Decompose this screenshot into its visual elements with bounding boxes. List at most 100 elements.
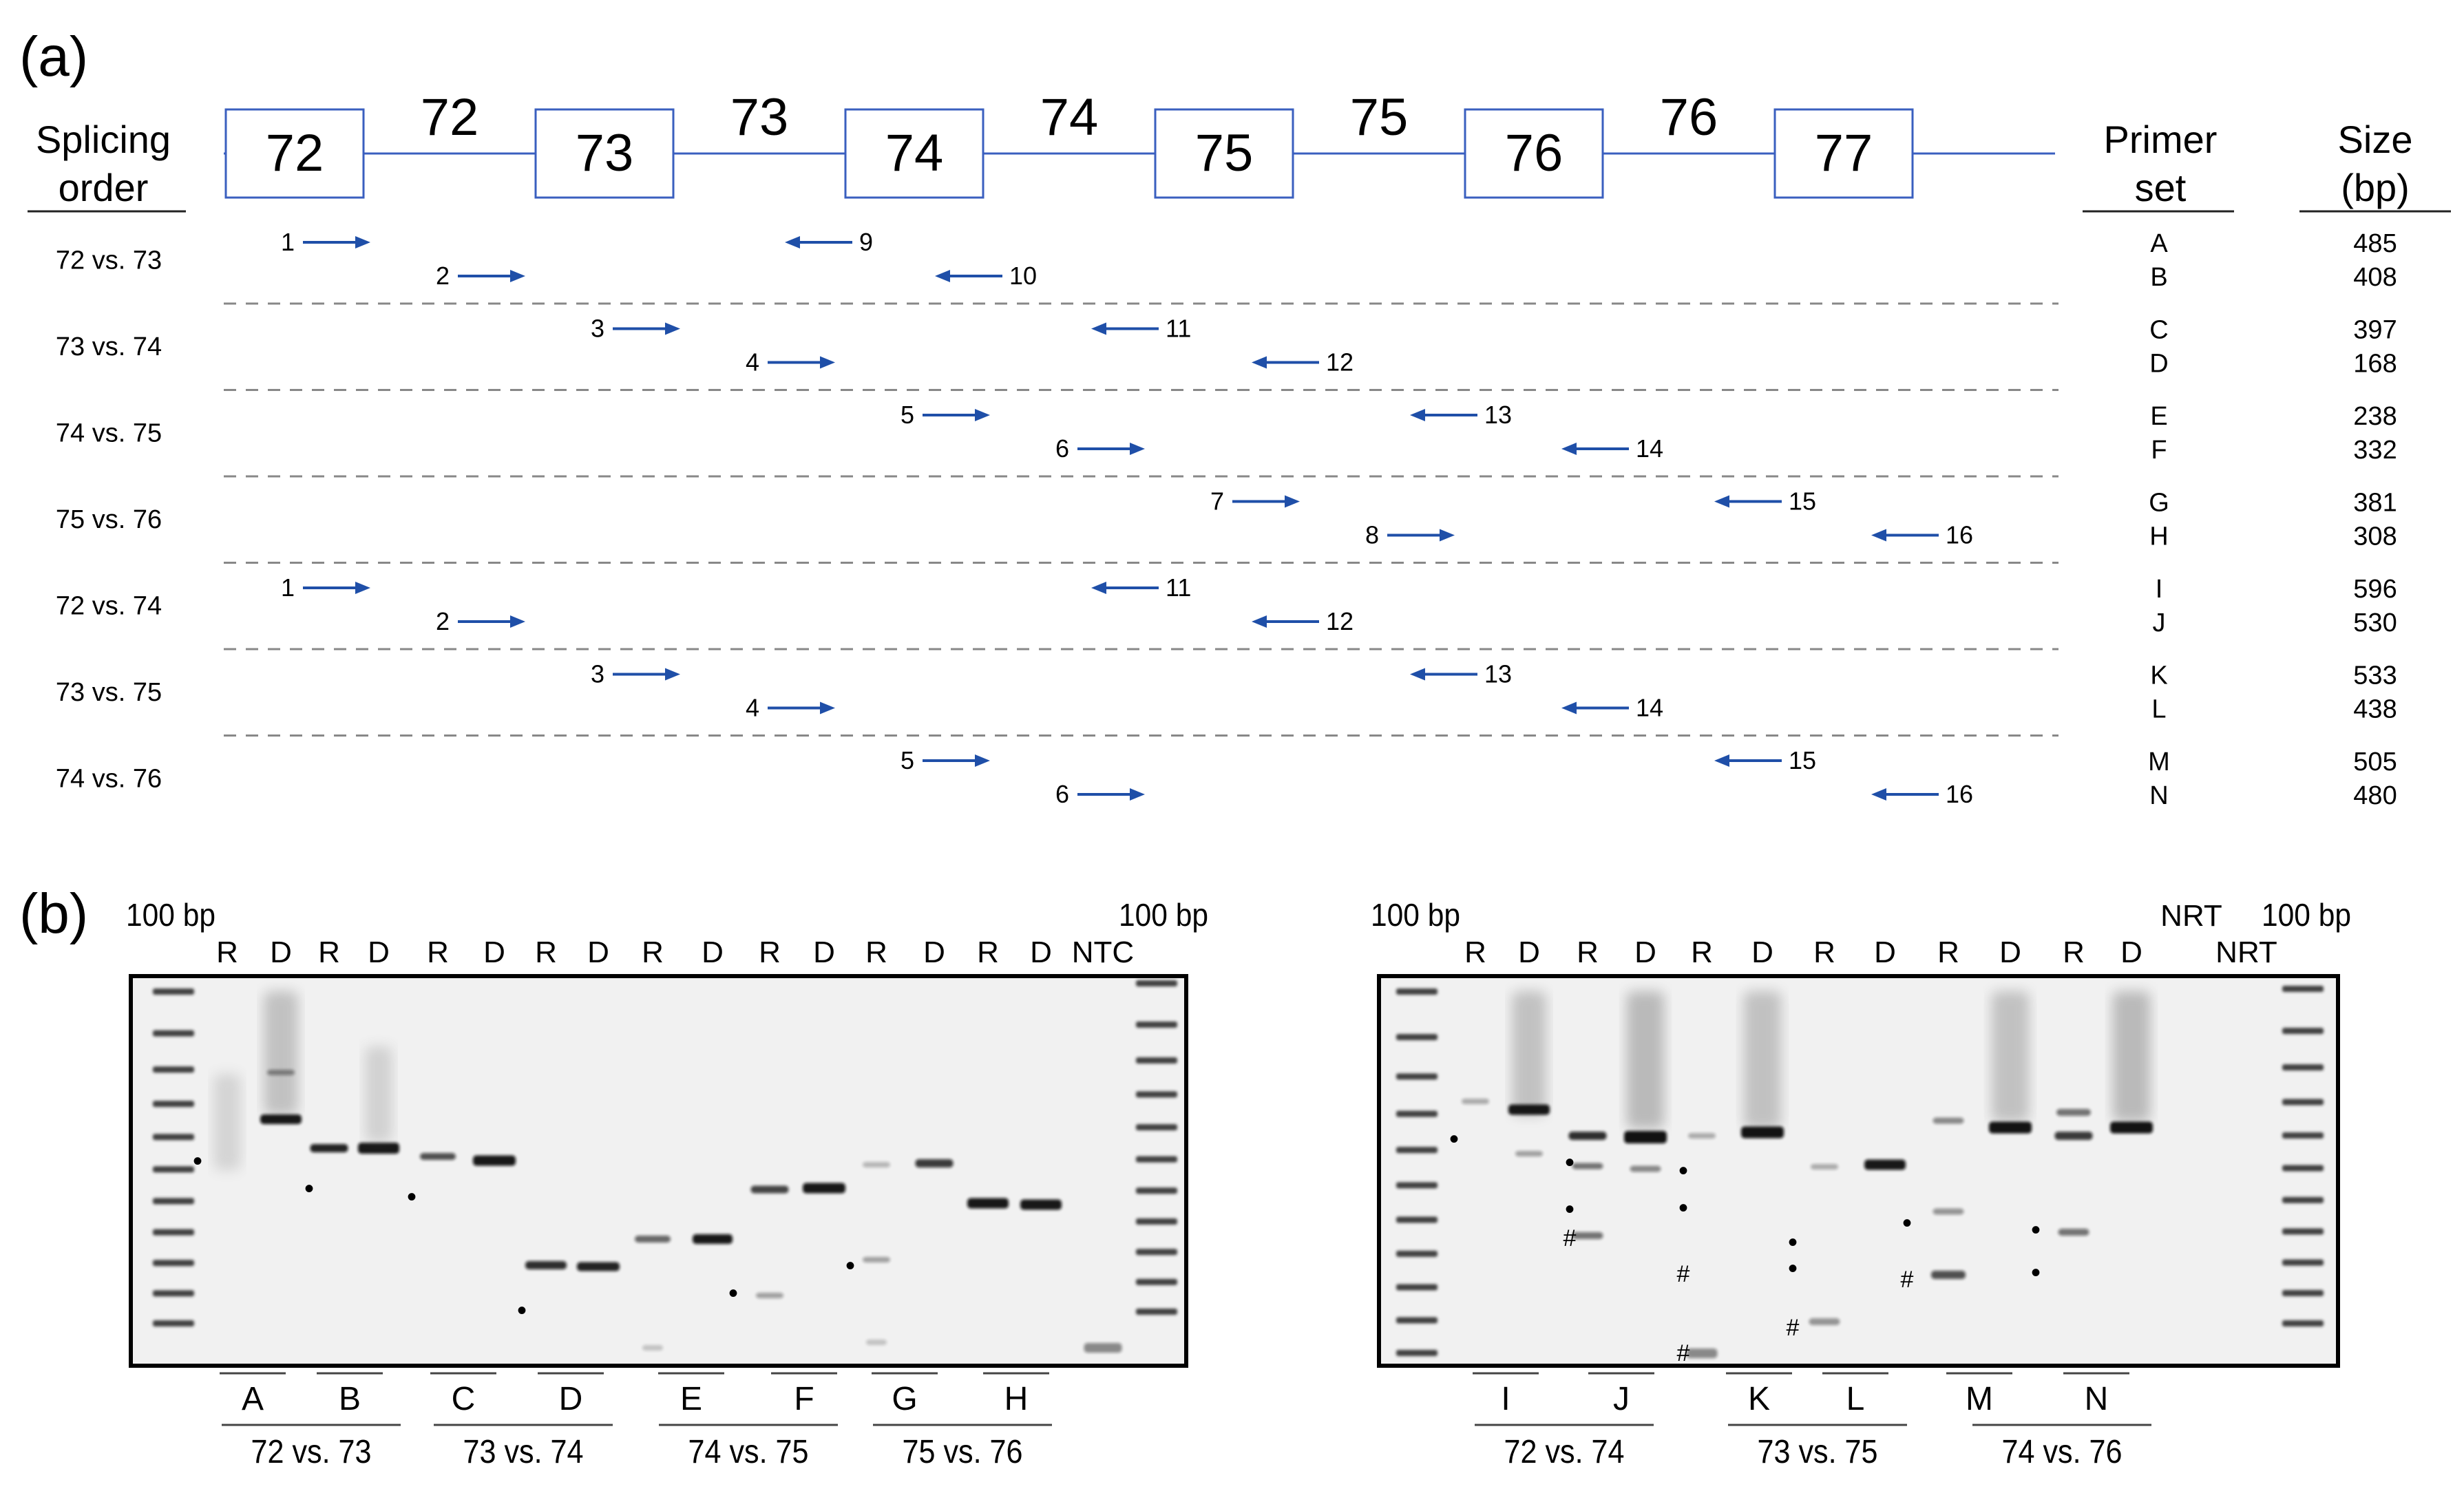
gel1-band-G-D [915,1159,954,1167]
gel1-band-D-D [577,1262,620,1271]
gel1-right-ladder-band-7 [1136,1187,1177,1194]
gel1-lane-label-16: D [1030,935,1052,969]
gel1-lane-label-1: R [216,935,238,969]
fwd-primer-5-row3-label: 5 [901,401,914,429]
gel1-dot-6: • [845,1251,855,1281]
gel1-left-ladder-band-4 [153,1101,194,1108]
size-D: 168 [2353,350,2397,379]
primer-set-I: I [2156,575,2163,604]
gel2-dot-8: • [1902,1208,1912,1238]
gel2-smear-K-D [1743,991,1782,1129]
gel2-group-2: 73 vs. 75 [1758,1434,1878,1470]
gel2-band-J-R [1568,1132,1607,1140]
gel2-band-L-R-low [1809,1318,1840,1325]
rev-primer-16-row7-label: 16 [1946,780,1973,808]
gel2-right-ladder-band-7 [2282,1196,2324,1203]
exon-box-76 [1464,108,1604,199]
exon-label-73: 73 [576,124,634,182]
gel1-right-ladder-band-6 [1136,1156,1177,1163]
gel1-lane-label-12: D [813,935,835,969]
exon-label-72: 72 [266,124,324,182]
gel1-dot-5: • [728,1278,738,1309]
gel2-smear-I-D [1512,991,1546,1115]
primer-set-G: G [2149,489,2169,518]
gel1-set-F: F [794,1381,814,1417]
panel-a-label: (a) [19,25,88,88]
gel1-band-E-D [693,1234,733,1244]
gel2-right-ladder-band-2 [2282,1028,2324,1035]
gel2-lane-label-4: D [1634,935,1656,969]
gel1-lane-label-15: R [977,935,999,969]
gel1-group-4: 75 vs. 76 [903,1434,1023,1470]
exon-box-72 [224,108,365,199]
gel2-set-N: N [2085,1381,2109,1417]
gel2-lane-label-7: R [1813,935,1835,969]
gel1-left-ladder-band-6 [153,1166,194,1173]
gel2-group-3: 74 vs. 76 [2002,1434,2123,1470]
gel2-band-N-R-3 [2058,1229,2089,1236]
size-C: 397 [2353,316,2397,345]
gel-2: 100 bp 100 bp R D R D R D R D R D R DNRTNRT•••#••##… [1371,897,2351,1470]
panel-b-label: (b) [19,882,88,945]
gel2-set-L: L [1846,1381,1865,1417]
size-M: 505 [2353,748,2397,776]
gel2-band-I-D-lower [1515,1151,1543,1156]
fwd-primer-7-row4-head [1285,495,1300,508]
gel2-hash-2: # [1677,1261,1690,1287]
gel1-band-F-R [750,1185,789,1194]
size-H: 308 [2353,522,2397,551]
gel2-smear-J-D [1626,991,1665,1129]
gel2-lane-label-5: R [1691,935,1713,969]
primer-set-J: J [2153,609,2166,637]
gel1-band-G-R-low [863,1257,890,1262]
primer-set-K: K [2150,662,2167,690]
gel1-band-G-R [863,1162,890,1167]
panel-a: (a) Splicing order Primer set Size (bp) … [19,25,2451,810]
gel1-set-A: A [242,1381,264,1417]
splicing-order-4: 75 vs. 76 [56,505,162,534]
rev-primer-12-row5-label: 12 [1326,607,1354,635]
gel1-left-ladder-band-8 [153,1229,194,1236]
size-G: 381 [2353,489,2397,518]
rev-primer-10-row1-head [935,270,950,282]
gel1-right-ladder-label: 100 bp [1119,897,1208,933]
gel2-left-ladder-band-2 [1396,1034,1438,1041]
gel2-lane-label-11: R [2063,935,2085,969]
gel2-band-I-D [1508,1104,1550,1115]
splicing-order-5: 72 vs. 74 [56,592,162,621]
splicing-order-3: 74 vs. 75 [56,419,162,448]
rev-primer-11-row5-head [1091,582,1106,594]
gel1-lane-label-9: R [642,935,664,969]
rev-primer-12-row2-head [1252,356,1267,369]
size-F: 332 [2353,436,2397,465]
gel1-right-ladder-band-3 [1136,1057,1177,1064]
gel1-right-ladder-band-9 [1136,1249,1177,1256]
gel1-band-A-D [260,1114,302,1124]
fwd-primer-2-row5-label: 2 [436,607,450,635]
rev-primer-13-row6-head [1410,668,1425,681]
gel1-lane-label-13: R [865,935,887,969]
gel2-set-M: M [1966,1381,1993,1417]
gel-1: 100 bp 100 bp R D R D R D R D R D R D R D R D NTC•• ••••A… [126,897,1208,1470]
gel1-band-C-D [473,1155,516,1166]
gel1-band-H-D [1020,1199,1062,1210]
gel1-set-E: E [680,1381,702,1417]
rev-primer-12-row2-label: 12 [1326,348,1354,377]
gel2-band-K-R [1688,1133,1716,1139]
fwd-primer-1-row5-label: 1 [281,573,295,602]
rev-primer-14-row6-head [1561,701,1577,715]
gel1-band-G-R-primer [866,1340,887,1345]
gel2-lane-label-14: NRT [2215,935,2277,969]
gel1-group-1: 72 vs. 73 [251,1434,372,1470]
gel2-lane-label-1: R [1464,935,1486,969]
gel1-band-NTC [1084,1343,1122,1353]
primer-set-B: B [2150,263,2167,292]
gel2-right-ladder-band-9 [2282,1259,2324,1266]
gel1-group-2: 73 vs. 74 [463,1434,584,1470]
gel2-left-ladder-band-10 [1396,1317,1438,1324]
gel1-set-C: C [452,1381,476,1417]
primer-set-H: H [2149,522,2168,551]
primer-set-E: E [2150,402,2167,431]
gel1-left-ladder-band-9 [153,1260,194,1267]
gel2-dot-4: • [1678,1156,1688,1186]
